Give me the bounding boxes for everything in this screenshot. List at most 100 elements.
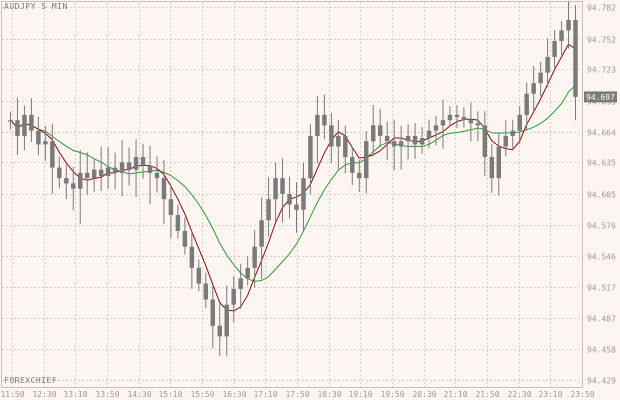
x-tick-label: 12:30 <box>32 390 56 399</box>
candle <box>224 285 229 357</box>
candle <box>112 152 118 190</box>
candle <box>189 230 195 289</box>
candle <box>119 140 125 197</box>
candle <box>71 166 76 211</box>
candle <box>133 139 139 197</box>
candle <box>182 217 188 255</box>
fast-ma-line <box>10 43 576 312</box>
candle <box>350 146 355 186</box>
candle-body <box>412 135 418 145</box>
candle-body <box>29 114 34 131</box>
candle-body <box>426 130 432 139</box>
slow-ma-line <box>10 84 576 282</box>
candle-body <box>573 19 578 97</box>
y-tick-label: 94.723 <box>587 66 616 75</box>
candle <box>426 119 432 149</box>
candle-body <box>252 246 257 268</box>
candle-body <box>154 172 160 179</box>
candle-body <box>182 230 188 247</box>
x-tick-label: 13:10 <box>63 390 87 399</box>
y-axis: 94.78294.75294.72394.69394.66494.63594.6… <box>587 4 616 386</box>
candle <box>364 131 369 194</box>
candle <box>559 21 564 56</box>
candle-body <box>126 162 132 170</box>
candle <box>259 197 264 280</box>
y-tick-label: 94.664 <box>587 129 616 138</box>
x-tick-label: 15:10 <box>158 390 182 399</box>
candle-body <box>8 120 13 122</box>
candle-body <box>559 30 564 42</box>
candle-body <box>140 157 146 166</box>
candle-body <box>343 135 348 158</box>
candle <box>287 176 292 219</box>
candle-body <box>468 120 474 124</box>
candle-body <box>294 204 299 210</box>
candle <box>384 121 390 161</box>
candle-body <box>36 130 41 145</box>
candle-body <box>217 325 222 337</box>
candle <box>343 125 348 174</box>
x-tick-label: 21:10 <box>443 390 467 399</box>
candle-body <box>398 141 404 147</box>
candle <box>210 284 216 349</box>
candle <box>517 105 522 144</box>
candle-body <box>566 19 571 31</box>
candle-body <box>196 267 202 284</box>
candle <box>475 111 481 142</box>
x-axis: 11:50 12:30 13:10 13:50 14:30 15:10 15:50 16:30… <box>0 390 594 399</box>
candle-body <box>538 72 543 84</box>
candle <box>566 0 571 49</box>
candle <box>105 147 111 189</box>
candle <box>175 204 181 239</box>
candle <box>57 156 62 189</box>
candle-body <box>189 246 195 268</box>
candle-body <box>475 123 481 126</box>
y-tick-label: 94.546 <box>587 253 616 262</box>
candle <box>412 122 418 159</box>
candle-body <box>510 130 515 136</box>
x-tick-label: 20:30 <box>412 390 436 399</box>
candle-body <box>287 193 292 205</box>
candle-body <box>531 83 536 94</box>
candle-body <box>405 135 411 142</box>
candle <box>461 107 467 128</box>
candle-body <box>433 125 439 131</box>
candle-body <box>112 167 118 173</box>
candle <box>91 158 97 192</box>
candle <box>266 177 271 237</box>
candle <box>531 65 536 113</box>
candle <box>84 152 90 195</box>
candle-body <box>210 299 216 326</box>
candle-body <box>440 120 446 126</box>
moving-averages <box>10 43 576 312</box>
candle-body <box>147 165 153 173</box>
candle-body <box>329 125 334 147</box>
y-tick-label: 94.752 <box>587 36 616 45</box>
y-tick-label: 94.429 <box>587 377 616 386</box>
candle <box>322 94 327 140</box>
x-tick-label: 19:50 <box>380 390 404 399</box>
candle-body <box>322 114 327 126</box>
watermark: FOREXCHIEF <box>4 376 57 385</box>
grid <box>2 2 583 388</box>
candle <box>419 127 425 154</box>
candle-body <box>364 141 369 179</box>
candle-body <box>238 278 243 289</box>
x-tick-label: 23:10 <box>538 390 562 399</box>
y-tick-label: 94.458 <box>587 346 616 355</box>
x-tick-label: 11:50 <box>0 390 24 399</box>
x-tick-label: 22:30 <box>507 390 531 399</box>
candle <box>78 150 83 224</box>
x-tick-label: 18:30 <box>317 390 341 399</box>
x-tick-label: 21:50 <box>475 390 499 399</box>
x-tick-label: 17:50 <box>285 390 309 399</box>
candle-body <box>517 114 522 131</box>
candle-body <box>105 167 111 177</box>
chart-title: AUDJPY 5 MIN <box>4 2 68 11</box>
candle <box>98 146 104 191</box>
candle <box>370 104 376 154</box>
candle-body <box>336 135 341 147</box>
x-tick-label: 14:30 <box>127 390 151 399</box>
current-price-tag: 94.697 <box>584 91 617 103</box>
candle <box>64 164 69 199</box>
